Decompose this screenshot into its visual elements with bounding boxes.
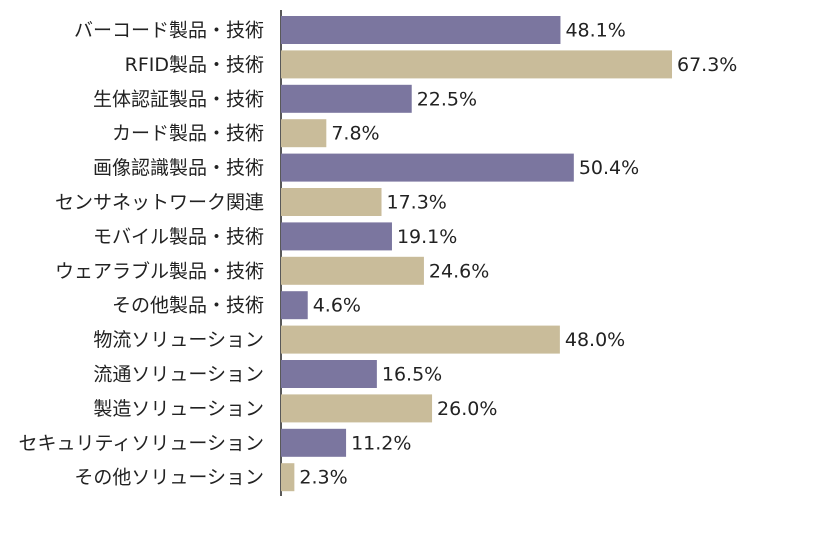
- category-label: 流通ソリューション: [93, 364, 264, 386]
- bar: [281, 84, 412, 113]
- bar: [281, 325, 560, 354]
- value-label: 26.0%: [437, 398, 497, 420]
- category-label: セキュリティソリューション: [19, 432, 264, 454]
- value-label: 17.3%: [387, 192, 447, 214]
- category-label: 物流ソリューション: [93, 329, 264, 351]
- category-label: その他ソリューション: [74, 467, 264, 489]
- value-label: 4.6%: [313, 295, 361, 317]
- value-label: 48.0%: [565, 329, 625, 351]
- category-label: バーコード製品・技術: [74, 20, 264, 42]
- value-label: 16.5%: [382, 364, 442, 386]
- category-label: ウェアラブル製品・技術: [55, 259, 264, 282]
- bar: [281, 50, 673, 79]
- bar: [281, 463, 295, 492]
- category-label: 画像認識製品・技術: [93, 157, 264, 179]
- value-label: 7.8%: [331, 123, 379, 145]
- category-label: 製造ソリューション: [93, 398, 264, 420]
- bar: [281, 428, 347, 457]
- category-label: 生体認証製品・技術: [93, 88, 264, 110]
- category-label: モバイル製品・技術: [93, 226, 264, 248]
- category-label: その他製品・技術: [112, 295, 264, 317]
- bar: [281, 360, 377, 388]
- value-label: 2.3%: [299, 467, 347, 489]
- bar: [281, 394, 433, 423]
- bar: [281, 119, 327, 148]
- value-label: 19.1%: [397, 226, 457, 248]
- bar: [281, 16, 561, 44]
- category-label: カード製品・技術: [112, 123, 264, 145]
- value-label: 67.3%: [677, 54, 737, 76]
- value-label: 50.4%: [579, 157, 639, 179]
- bar: [281, 153, 574, 182]
- value-label: 48.1%: [565, 20, 625, 42]
- category-label: RFID製品・技術: [125, 54, 264, 76]
- bar: [281, 256, 424, 285]
- bar: [281, 222, 392, 251]
- bar: [281, 188, 382, 216]
- value-label: 11.2%: [351, 432, 411, 454]
- value-label: 24.6%: [429, 260, 489, 282]
- value-label: 22.5%: [417, 88, 477, 110]
- bar: [281, 291, 308, 320]
- category-label: センサネットワーク関連: [55, 192, 264, 214]
